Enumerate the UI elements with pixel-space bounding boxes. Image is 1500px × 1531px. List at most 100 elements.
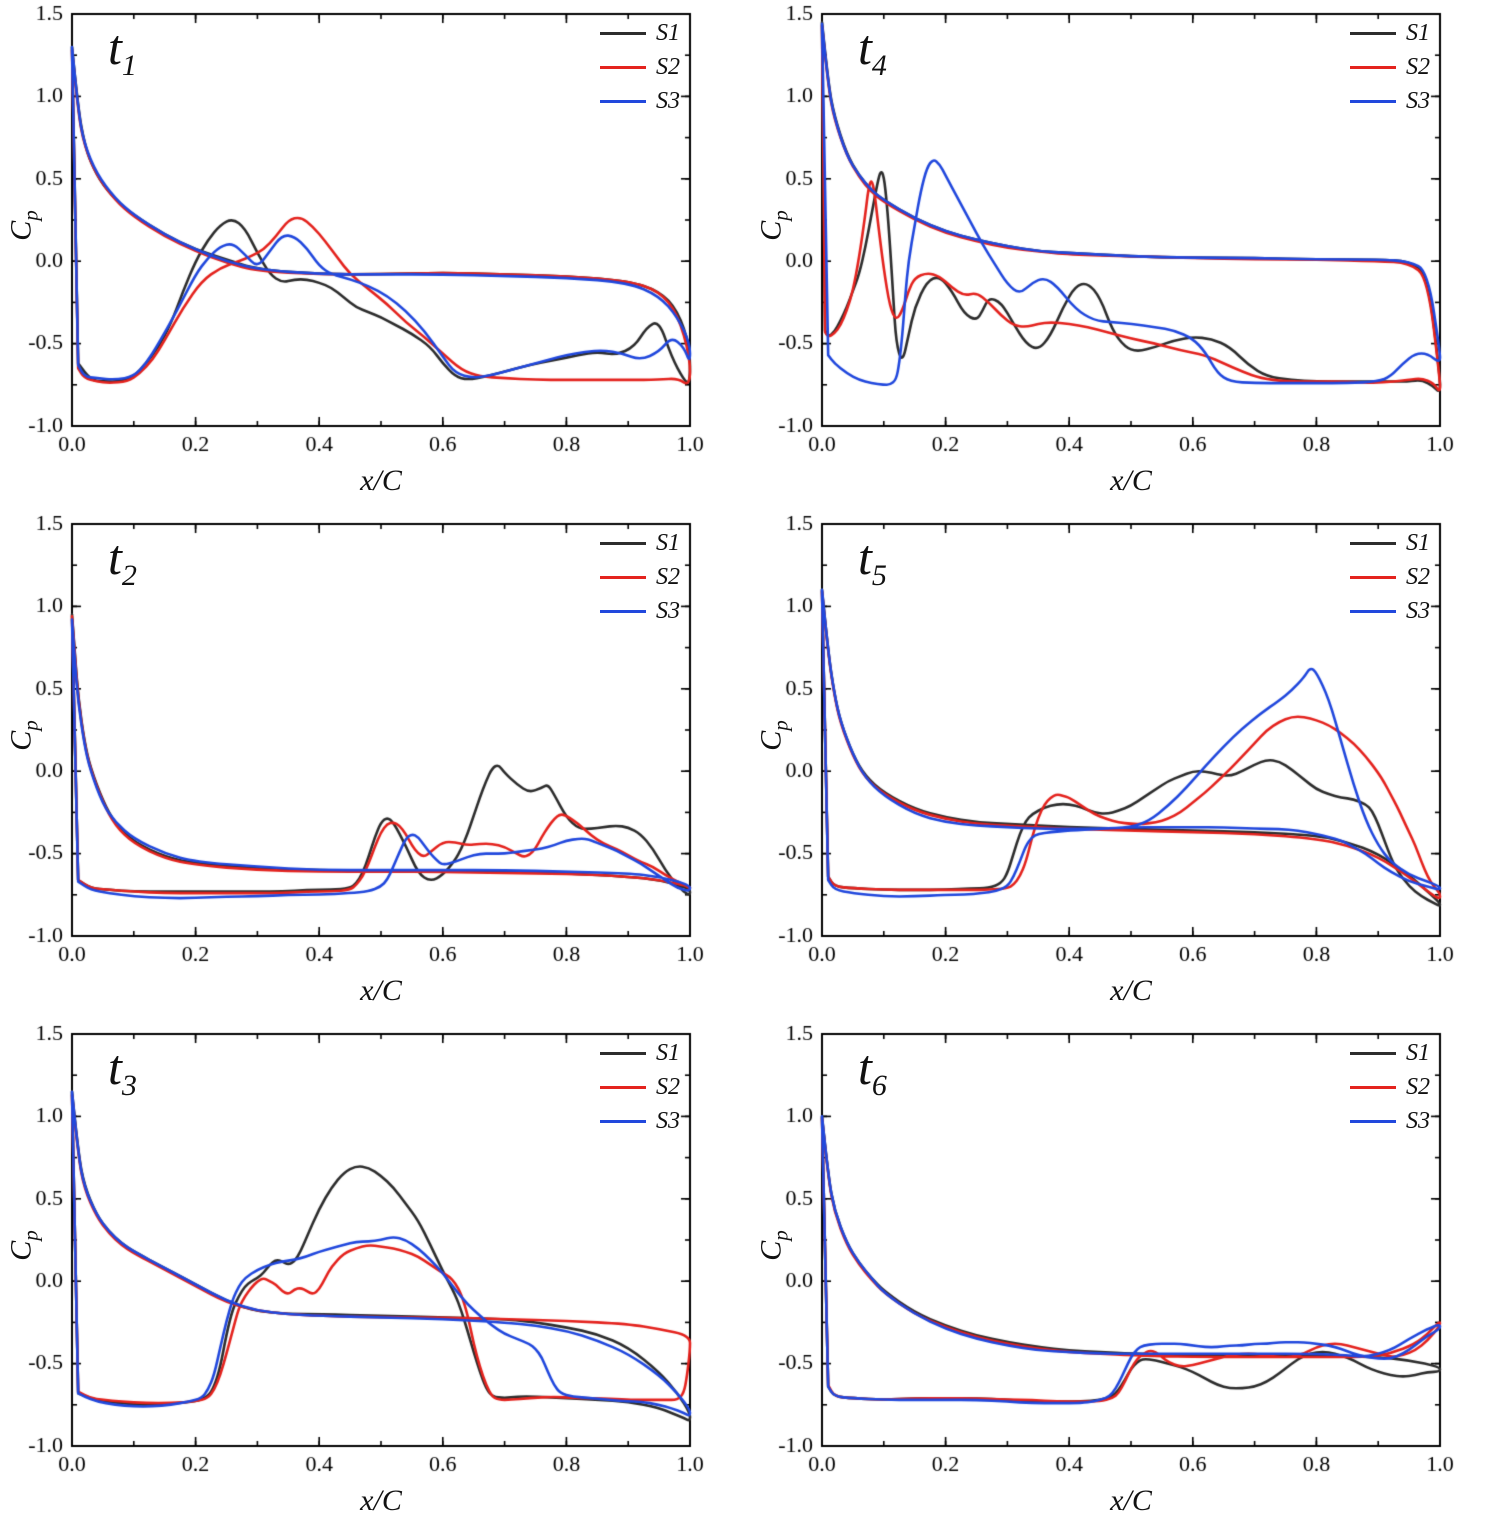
legend: S1 S2 S3 bbox=[600, 526, 680, 628]
legend-label-s2: S2 bbox=[1406, 1073, 1430, 1100]
y-axis-label-main: C bbox=[754, 220, 788, 241]
legend-label-s1: S1 bbox=[656, 529, 680, 556]
x-axis-label: x/C bbox=[1110, 1484, 1152, 1517]
panel-label-sub: 6 bbox=[871, 1069, 887, 1102]
panel-label-sub: 5 bbox=[871, 559, 887, 592]
x-axis-label: x/C bbox=[1110, 464, 1152, 497]
y-axis-label-sub: p bbox=[18, 210, 43, 221]
legend-label-s3: S3 bbox=[656, 597, 680, 624]
legend-line-s1 bbox=[600, 541, 646, 545]
y-axis-label-sub: p bbox=[768, 720, 793, 731]
legend-label-s2: S2 bbox=[656, 53, 680, 80]
legend-label-s3: S3 bbox=[656, 1107, 680, 1134]
legend-line-s2 bbox=[1350, 575, 1396, 579]
legend: S1 S2 S3 bbox=[1350, 526, 1430, 628]
legend-item-s3: S3 bbox=[1350, 1104, 1430, 1138]
chart-canvas-t6 bbox=[750, 1020, 1500, 1530]
panel-label-sub: 3 bbox=[121, 1069, 137, 1102]
legend-item-s3: S3 bbox=[1350, 84, 1430, 118]
panel-t1: Cp x/C t1 S1 S2 S3 bbox=[0, 0, 750, 510]
chart-canvas-t2 bbox=[0, 510, 750, 1020]
legend-line-s1 bbox=[1350, 1051, 1396, 1055]
panel-label-main: t bbox=[108, 1039, 122, 1095]
y-axis-label: Cp bbox=[755, 676, 794, 796]
legend-label-s3: S3 bbox=[1406, 597, 1430, 624]
legend-label-s1: S1 bbox=[1406, 1039, 1430, 1066]
legend-line-s1 bbox=[1350, 31, 1396, 35]
legend-item-s2: S2 bbox=[1350, 560, 1430, 594]
legend-line-s3 bbox=[600, 609, 646, 613]
x-axis-label: x/C bbox=[360, 464, 402, 497]
panel-t2: Cp x/C t2 S1 S2 S3 bbox=[0, 510, 750, 1020]
panel-label-sub: 2 bbox=[121, 559, 137, 592]
y-axis-label: Cp bbox=[755, 166, 794, 286]
legend-label-s2: S2 bbox=[656, 1073, 680, 1100]
x-axis-label: x/C bbox=[1110, 974, 1152, 1007]
panel-label-t6: t6 bbox=[858, 1042, 887, 1101]
legend-line-s3 bbox=[1350, 1119, 1396, 1123]
panel-label-main: t bbox=[858, 1039, 872, 1095]
panel-label-t5: t5 bbox=[858, 532, 887, 591]
legend: S1 S2 S3 bbox=[600, 1036, 680, 1138]
legend-item-s2: S2 bbox=[600, 50, 680, 84]
legend-line-s3 bbox=[600, 99, 646, 103]
legend-item-s3: S3 bbox=[600, 1104, 680, 1138]
chart-canvas-t5 bbox=[750, 510, 1500, 1020]
legend-line-s1 bbox=[600, 31, 646, 35]
legend-line-s2 bbox=[600, 1085, 646, 1089]
legend: S1 S2 S3 bbox=[1350, 1036, 1430, 1138]
legend-item-s2: S2 bbox=[1350, 1070, 1430, 1104]
legend-line-s2 bbox=[1350, 1085, 1396, 1089]
panel-label-t1: t1 bbox=[108, 22, 137, 81]
legend-item-s3: S3 bbox=[600, 84, 680, 118]
chart-canvas-t3 bbox=[0, 1020, 750, 1530]
y-axis-label-main: C bbox=[4, 730, 38, 751]
panel-label-t2: t2 bbox=[108, 532, 137, 591]
legend-label-s2: S2 bbox=[1406, 563, 1430, 590]
legend-item-s3: S3 bbox=[600, 594, 680, 628]
legend-line-s1 bbox=[1350, 541, 1396, 545]
legend-item-s1: S1 bbox=[600, 1036, 680, 1070]
x-axis-label: x/C bbox=[360, 974, 402, 1007]
legend-line-s2 bbox=[1350, 65, 1396, 69]
legend-label-s2: S2 bbox=[1406, 53, 1430, 80]
chart-canvas-t4 bbox=[750, 0, 1500, 510]
y-axis-label-main: C bbox=[4, 220, 38, 241]
legend-label-s3: S3 bbox=[1406, 1107, 1430, 1134]
y-axis-label-main: C bbox=[4, 1240, 38, 1261]
legend-line-s3 bbox=[1350, 99, 1396, 103]
panel-t6: Cp x/C t6 S1 S2 S3 bbox=[750, 1020, 1500, 1530]
legend-label-s1: S1 bbox=[656, 19, 680, 46]
panel-label-main: t bbox=[858, 529, 872, 585]
legend-item-s1: S1 bbox=[1350, 16, 1430, 50]
y-axis-label-main: C bbox=[754, 1240, 788, 1261]
legend-label-s3: S3 bbox=[1406, 87, 1430, 114]
y-axis-label: Cp bbox=[5, 676, 44, 796]
legend: S1 S2 S3 bbox=[600, 16, 680, 118]
panel-label-sub: 1 bbox=[121, 49, 137, 82]
panel-t5: Cp x/C t5 S1 S2 S3 bbox=[750, 510, 1500, 1020]
legend-line-s3 bbox=[1350, 609, 1396, 613]
legend-label-s1: S1 bbox=[656, 1039, 680, 1066]
y-axis-label-sub: p bbox=[768, 210, 793, 221]
legend-item-s1: S1 bbox=[600, 16, 680, 50]
legend-item-s1: S1 bbox=[1350, 1036, 1430, 1070]
legend-line-s3 bbox=[600, 1119, 646, 1123]
legend-item-s3: S3 bbox=[1350, 594, 1430, 628]
y-axis-label: Cp bbox=[755, 1186, 794, 1306]
chart-canvas-t1 bbox=[0, 0, 750, 510]
y-axis-label: Cp bbox=[5, 166, 44, 286]
legend-label-s2: S2 bbox=[656, 563, 680, 590]
panel-t3: Cp x/C t3 S1 S2 S3 bbox=[0, 1020, 750, 1530]
legend-line-s2 bbox=[600, 575, 646, 579]
panel-label-main: t bbox=[858, 19, 872, 75]
panel-label-t3: t3 bbox=[108, 1042, 137, 1101]
x-axis-label: x/C bbox=[360, 1484, 402, 1517]
legend-label-s3: S3 bbox=[656, 87, 680, 114]
y-axis-label-sub: p bbox=[768, 1230, 793, 1241]
panel-label-main: t bbox=[108, 529, 122, 585]
panel-label-sub: 4 bbox=[871, 49, 887, 82]
legend-line-s2 bbox=[600, 65, 646, 69]
panel-label-main: t bbox=[108, 19, 122, 75]
